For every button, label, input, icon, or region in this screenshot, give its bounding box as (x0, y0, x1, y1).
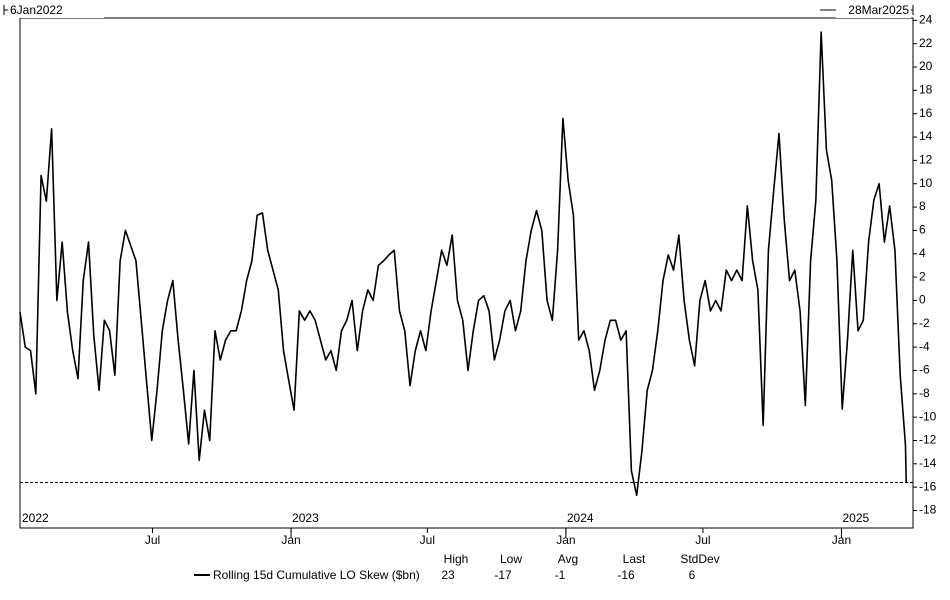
y-tick-label: 6 (919, 223, 926, 237)
label-bg (836, 2, 911, 18)
start-label: 6Jan2022 (10, 3, 63, 17)
x-tick-label: Jul (420, 533, 435, 547)
y-tick-label: -6 (919, 363, 930, 377)
y-tick-label: -2 (919, 316, 930, 330)
y-tick-label: 12 (919, 153, 933, 167)
y-tick-label: 0 (919, 293, 926, 307)
y-tick-label: 14 (919, 129, 933, 143)
y-tick-label: 20 (919, 59, 933, 73)
end-label: 28Mar2025 (848, 3, 909, 17)
y-tick-label: -4 (919, 339, 930, 353)
y-tick-label: -18 (919, 503, 937, 517)
y-tick-label: -12 (919, 433, 937, 447)
year-label: 2023 (292, 511, 319, 525)
x-tick-label: Jul (695, 533, 710, 547)
stat-label: Avg (558, 552, 578, 566)
y-tick-label: 16 (919, 106, 933, 120)
year-label: 2022 (22, 511, 49, 525)
y-tick-label: -8 (919, 386, 930, 400)
x-tick-label: Jul (145, 533, 160, 547)
year-label: 2025 (842, 511, 869, 525)
label-bg (8, 2, 104, 18)
x-tick-label: Jan (281, 533, 300, 547)
year-label: 2024 (567, 511, 594, 525)
y-tick-label: 2 (919, 269, 926, 283)
stat-label: StdDev (680, 552, 719, 566)
plot-frame (19, 17, 914, 529)
stat-value: 6 (689, 568, 696, 582)
stat-value: -16 (617, 568, 635, 582)
y-tick-label: 18 (919, 83, 933, 97)
y-tick-label: 24 (919, 13, 933, 27)
x-tick-label: Jan (832, 533, 851, 547)
stat-value: 23 (441, 568, 455, 582)
data-line (19, 31, 908, 497)
x-tick-label: Jan (556, 533, 575, 547)
stat-label: High (444, 552, 469, 566)
y-tick-label: 10 (919, 176, 933, 190)
stat-label: Last (623, 552, 646, 566)
y-tick-label: 4 (919, 246, 926, 260)
y-tick-label: -10 (919, 409, 937, 423)
y-tick-label: -16 (919, 479, 937, 493)
stat-value: -17 (494, 568, 512, 582)
y-tick-label: -14 (919, 456, 937, 470)
stat-value: -1 (555, 568, 566, 582)
y-tick-label: 8 (919, 199, 926, 213)
legend-label: Rolling 15d Cumulative LO Skew ($bn) (213, 568, 420, 582)
y-tick-label: 22 (919, 36, 933, 50)
stat-label: Low (500, 552, 522, 566)
